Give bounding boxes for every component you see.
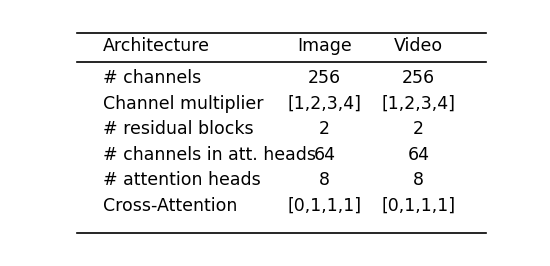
Text: # channels in att. heads: # channels in att. heads	[103, 146, 316, 164]
Text: Cross-Attention: Cross-Attention	[103, 197, 237, 215]
Text: [1,2,3,4]: [1,2,3,4]	[288, 95, 361, 113]
Text: [0,1,1,1]: [0,1,1,1]	[288, 197, 361, 215]
Text: [1,2,3,4]: [1,2,3,4]	[381, 95, 455, 113]
Text: Architecture: Architecture	[103, 37, 210, 55]
Text: 64: 64	[407, 146, 429, 164]
Text: # channels: # channels	[103, 69, 201, 87]
Text: 256: 256	[308, 69, 341, 87]
Text: 8: 8	[319, 171, 330, 189]
Text: Video: Video	[394, 37, 443, 55]
Text: [0,1,1,1]: [0,1,1,1]	[381, 197, 455, 215]
Text: 8: 8	[412, 171, 424, 189]
Text: # attention heads: # attention heads	[103, 171, 261, 189]
Text: 256: 256	[402, 69, 435, 87]
Text: 2: 2	[319, 120, 330, 138]
Text: Image: Image	[297, 37, 352, 55]
Text: 64: 64	[314, 146, 336, 164]
Text: 2: 2	[412, 120, 424, 138]
Text: # residual blocks: # residual blocks	[103, 120, 254, 138]
Text: Channel multiplier: Channel multiplier	[103, 95, 263, 113]
